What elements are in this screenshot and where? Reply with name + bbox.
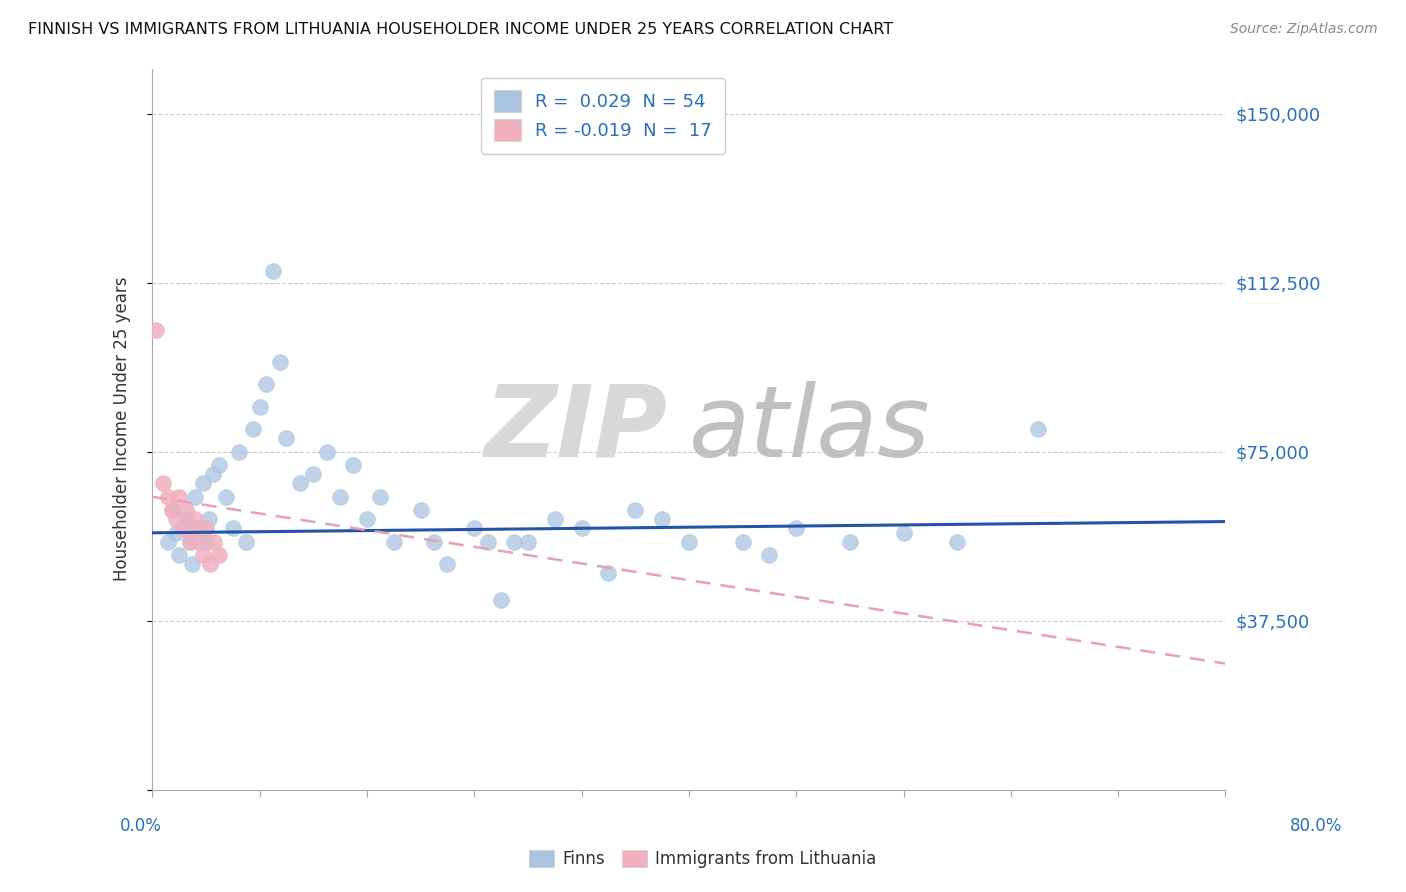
Point: [288, 476, 311, 491]
Point: [785, 521, 807, 535]
Point: [503, 534, 526, 549]
Point: [254, 377, 277, 392]
Point: [181, 558, 204, 572]
Point: [489, 593, 512, 607]
Point: [838, 534, 860, 549]
Point: [329, 490, 352, 504]
Point: [179, 534, 201, 549]
Text: FINNISH VS IMMIGRANTS FROM LITHUANIA HOUSEHOLDER INCOME UNDER 25 YEARS CORRELATI: FINNISH VS IMMIGRANTS FROM LITHUANIA HOU…: [28, 22, 893, 37]
Point: [172, 521, 194, 535]
Point: [463, 521, 485, 535]
Point: [197, 512, 219, 526]
Point: [194, 534, 217, 549]
Point: [382, 534, 405, 549]
Point: [516, 534, 538, 549]
Text: ZIP: ZIP: [485, 381, 668, 477]
Text: Source: ZipAtlas.com: Source: ZipAtlas.com: [1230, 22, 1378, 37]
Text: atlas: atlas: [689, 381, 931, 477]
Point: [262, 264, 284, 278]
Point: [208, 458, 231, 473]
Y-axis label: Householder Income Under 25 years: Householder Income Under 25 years: [114, 277, 131, 582]
Point: [215, 490, 238, 504]
Point: [356, 512, 378, 526]
Legend: R =  0.029  N = 54, R = -0.019  N =  17: R = 0.029 N = 54, R = -0.019 N = 17: [481, 78, 724, 154]
Point: [157, 534, 180, 549]
Point: [544, 512, 567, 526]
Point: [571, 521, 593, 535]
Point: [436, 558, 458, 572]
Point: [184, 512, 207, 526]
Point: [174, 503, 197, 517]
Point: [193, 476, 215, 491]
Point: [184, 490, 207, 504]
Point: [162, 503, 184, 517]
Point: [179, 534, 201, 549]
Point: [269, 354, 291, 368]
Point: [228, 444, 250, 458]
Point: [342, 458, 364, 473]
Point: [758, 549, 780, 563]
Point: [302, 467, 325, 482]
Point: [624, 503, 647, 517]
Point: [423, 534, 446, 549]
Point: [678, 534, 700, 549]
Point: [188, 521, 211, 535]
Point: [1026, 422, 1049, 436]
Point: [946, 534, 969, 549]
Point: [167, 549, 190, 563]
Point: [145, 323, 167, 337]
Point: [409, 503, 432, 517]
Point: [188, 534, 211, 549]
Point: [181, 521, 204, 535]
Point: [222, 521, 245, 535]
Point: [174, 512, 197, 526]
Point: [242, 422, 264, 436]
Point: [194, 521, 217, 535]
Text: 0.0%: 0.0%: [120, 817, 162, 835]
Point: [731, 534, 754, 549]
Point: [167, 490, 190, 504]
Point: [201, 467, 224, 482]
Point: [477, 534, 499, 549]
Point: [193, 549, 215, 563]
Point: [198, 558, 221, 572]
Text: 80.0%: 80.0%: [1291, 817, 1343, 835]
Point: [598, 566, 620, 581]
Point: [893, 525, 915, 540]
Point: [651, 512, 673, 526]
Point: [152, 476, 174, 491]
Legend: Finns, Immigrants from Lithuania: Finns, Immigrants from Lithuania: [523, 843, 883, 875]
Point: [315, 444, 337, 458]
Point: [202, 534, 225, 549]
Point: [249, 400, 271, 414]
Point: [276, 431, 298, 445]
Point: [165, 512, 187, 526]
Point: [208, 549, 231, 563]
Point: [368, 490, 391, 504]
Point: [235, 534, 257, 549]
Point: [157, 490, 180, 504]
Point: [165, 525, 187, 540]
Point: [170, 521, 193, 535]
Point: [162, 503, 184, 517]
